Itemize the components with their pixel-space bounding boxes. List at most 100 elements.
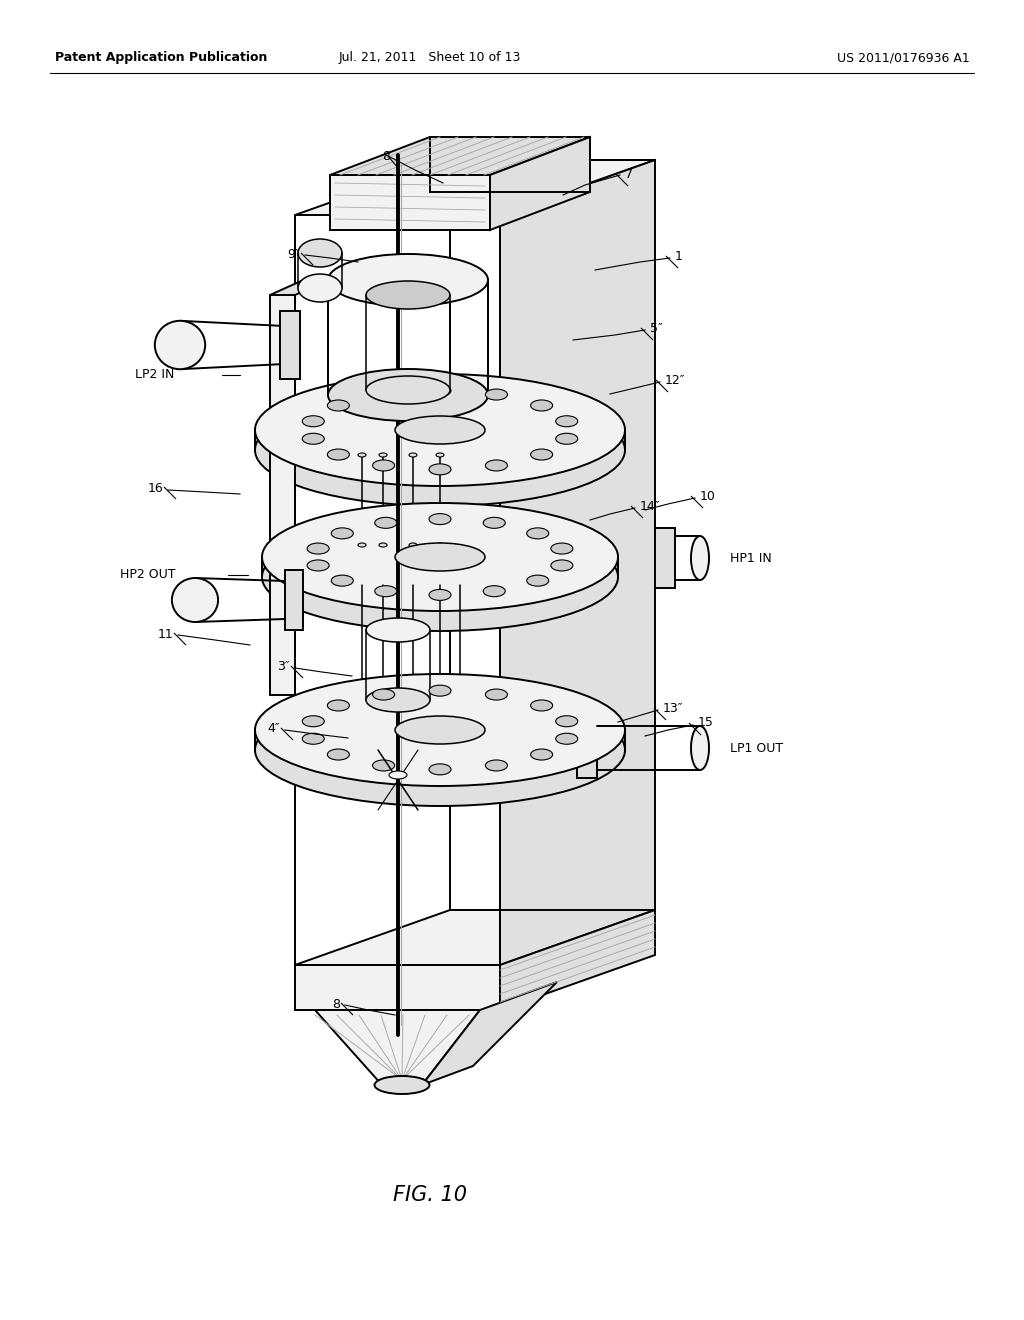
Polygon shape bbox=[295, 965, 500, 1010]
Polygon shape bbox=[500, 909, 655, 1010]
Ellipse shape bbox=[366, 281, 450, 309]
Ellipse shape bbox=[332, 576, 353, 586]
Ellipse shape bbox=[395, 543, 485, 572]
Polygon shape bbox=[280, 310, 300, 379]
Ellipse shape bbox=[429, 385, 451, 396]
Polygon shape bbox=[295, 909, 655, 965]
Ellipse shape bbox=[373, 760, 394, 771]
Text: 9″: 9″ bbox=[288, 248, 300, 260]
Ellipse shape bbox=[551, 560, 572, 572]
Polygon shape bbox=[655, 528, 675, 587]
Ellipse shape bbox=[409, 543, 417, 546]
Ellipse shape bbox=[556, 416, 578, 426]
Ellipse shape bbox=[302, 733, 325, 744]
Ellipse shape bbox=[298, 275, 342, 302]
Text: LP1 OUT: LP1 OUT bbox=[730, 742, 783, 755]
Text: 8: 8 bbox=[332, 998, 340, 1011]
Text: 11: 11 bbox=[158, 627, 173, 640]
Polygon shape bbox=[330, 137, 590, 176]
Text: 4″: 4″ bbox=[267, 722, 280, 735]
Text: HP1 IN: HP1 IN bbox=[730, 552, 772, 565]
Polygon shape bbox=[295, 160, 655, 215]
Ellipse shape bbox=[373, 389, 394, 400]
Ellipse shape bbox=[255, 675, 625, 785]
Ellipse shape bbox=[366, 376, 450, 404]
Ellipse shape bbox=[691, 536, 709, 579]
Ellipse shape bbox=[551, 543, 572, 554]
Text: 8: 8 bbox=[382, 150, 390, 164]
Ellipse shape bbox=[302, 433, 325, 445]
Ellipse shape bbox=[298, 239, 342, 267]
Text: 12″: 12″ bbox=[665, 374, 685, 387]
Ellipse shape bbox=[255, 393, 625, 506]
Ellipse shape bbox=[255, 374, 625, 486]
Ellipse shape bbox=[262, 503, 618, 611]
Polygon shape bbox=[330, 176, 490, 230]
Ellipse shape bbox=[373, 689, 394, 700]
Ellipse shape bbox=[556, 733, 578, 744]
Ellipse shape bbox=[375, 1076, 429, 1094]
Ellipse shape bbox=[262, 523, 618, 631]
Ellipse shape bbox=[530, 700, 553, 711]
Text: 13″: 13″ bbox=[663, 701, 683, 714]
Text: 10: 10 bbox=[700, 490, 716, 503]
Text: 7: 7 bbox=[625, 168, 633, 181]
Ellipse shape bbox=[332, 528, 353, 539]
Ellipse shape bbox=[366, 688, 430, 711]
Ellipse shape bbox=[307, 560, 329, 572]
Ellipse shape bbox=[483, 517, 505, 528]
Ellipse shape bbox=[436, 543, 444, 546]
Text: 14″: 14″ bbox=[640, 499, 660, 512]
Ellipse shape bbox=[485, 689, 508, 700]
Ellipse shape bbox=[328, 400, 349, 411]
Polygon shape bbox=[285, 570, 303, 630]
Ellipse shape bbox=[429, 513, 451, 524]
Text: 3″: 3″ bbox=[278, 660, 290, 673]
Ellipse shape bbox=[379, 453, 387, 457]
Ellipse shape bbox=[526, 528, 549, 539]
Polygon shape bbox=[500, 160, 655, 965]
Ellipse shape bbox=[429, 463, 451, 475]
Text: LP2 IN: LP2 IN bbox=[135, 368, 174, 381]
Ellipse shape bbox=[436, 453, 444, 457]
Ellipse shape bbox=[409, 453, 417, 457]
Ellipse shape bbox=[429, 685, 451, 696]
Text: 5″: 5″ bbox=[650, 322, 663, 335]
Ellipse shape bbox=[302, 416, 325, 426]
Polygon shape bbox=[270, 294, 295, 696]
Ellipse shape bbox=[307, 543, 329, 554]
Ellipse shape bbox=[328, 748, 349, 760]
Ellipse shape bbox=[375, 517, 396, 528]
Ellipse shape bbox=[328, 700, 349, 711]
Ellipse shape bbox=[530, 449, 553, 461]
Ellipse shape bbox=[375, 586, 396, 597]
Text: Jul. 21, 2011   Sheet 10 of 13: Jul. 21, 2011 Sheet 10 of 13 bbox=[339, 51, 521, 65]
Polygon shape bbox=[490, 137, 590, 230]
Text: 1: 1 bbox=[675, 251, 683, 264]
Ellipse shape bbox=[483, 586, 505, 597]
Text: HP2 OUT: HP2 OUT bbox=[120, 569, 175, 582]
Polygon shape bbox=[577, 718, 597, 777]
Ellipse shape bbox=[556, 715, 578, 727]
Ellipse shape bbox=[691, 726, 709, 770]
Polygon shape bbox=[315, 1010, 480, 1085]
Text: FIG. 10: FIG. 10 bbox=[393, 1185, 467, 1205]
Ellipse shape bbox=[155, 321, 205, 370]
Ellipse shape bbox=[255, 694, 625, 807]
Text: 16: 16 bbox=[147, 483, 163, 495]
Ellipse shape bbox=[556, 433, 578, 445]
Ellipse shape bbox=[485, 760, 508, 771]
Text: US 2011/0176936 A1: US 2011/0176936 A1 bbox=[838, 51, 970, 65]
Ellipse shape bbox=[395, 715, 485, 744]
Polygon shape bbox=[270, 277, 335, 294]
Ellipse shape bbox=[373, 459, 394, 471]
Text: 15: 15 bbox=[698, 717, 714, 730]
Ellipse shape bbox=[389, 771, 407, 779]
Ellipse shape bbox=[366, 618, 430, 642]
Ellipse shape bbox=[526, 576, 549, 586]
Ellipse shape bbox=[429, 764, 451, 775]
Ellipse shape bbox=[328, 253, 488, 306]
Ellipse shape bbox=[328, 449, 349, 461]
Ellipse shape bbox=[328, 370, 488, 421]
Ellipse shape bbox=[530, 400, 553, 411]
